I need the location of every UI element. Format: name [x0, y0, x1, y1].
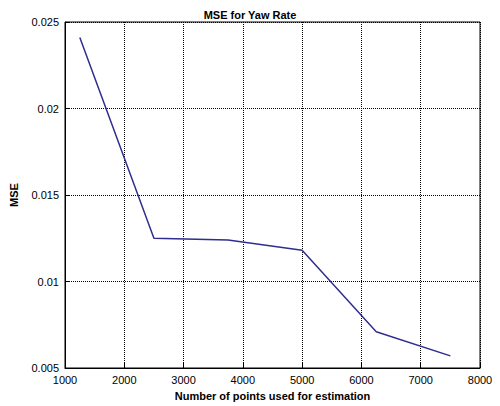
svg-text:Number of points used for esti: Number of points used for estimation: [175, 390, 371, 402]
svg-text:0.015: 0.015: [31, 189, 59, 201]
svg-text:7000: 7000: [408, 374, 432, 386]
svg-text:0.005: 0.005: [31, 362, 59, 374]
svg-text:0.025: 0.025: [31, 16, 59, 28]
svg-text:4000: 4000: [231, 374, 255, 386]
svg-text:0.02: 0.02: [38, 103, 59, 115]
svg-text:8000: 8000: [468, 374, 492, 386]
svg-text:MSE: MSE: [8, 183, 20, 207]
svg-text:2000: 2000: [112, 374, 136, 386]
svg-text:MSE for Yaw Rate: MSE for Yaw Rate: [204, 9, 297, 21]
svg-text:5000: 5000: [290, 374, 314, 386]
svg-text:1000: 1000: [53, 374, 77, 386]
svg-text:0.01: 0.01: [38, 276, 59, 288]
svg-text:3000: 3000: [171, 374, 195, 386]
svg-text:6000: 6000: [349, 374, 373, 386]
